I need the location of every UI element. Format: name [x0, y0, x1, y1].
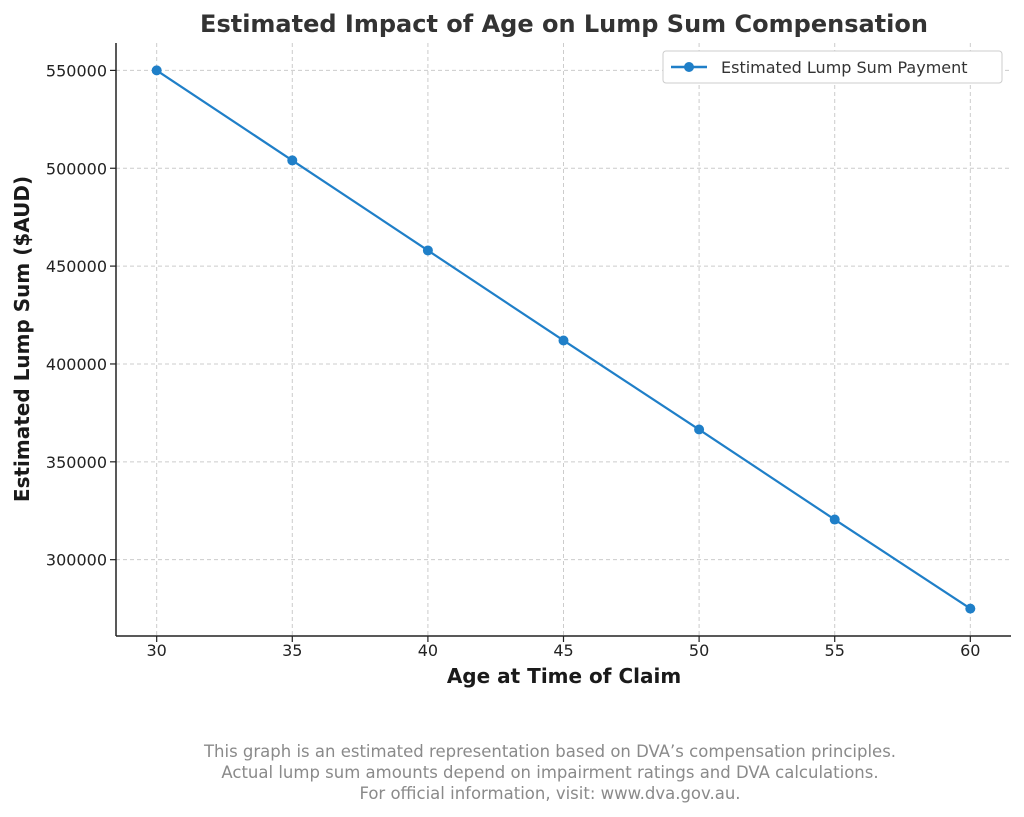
legend-label: Estimated Lump Sum Payment [721, 58, 968, 77]
legend: Estimated Lump Sum Payment [662, 50, 1003, 84]
y-tick-label: 400000 [46, 355, 107, 374]
y-axis-label: Estimated Lump Sum ($AUD) [10, 176, 34, 502]
y-axis-ticks: 300000 350000 400000 450000 500000 550000 [46, 61, 116, 570]
footnote-line-2: Actual lump sum amounts depend on impair… [221, 763, 879, 782]
y-tick-label: 550000 [46, 61, 107, 80]
data-point [287, 155, 298, 166]
legend-box [662, 50, 1003, 84]
data-point [422, 245, 433, 256]
x-tick-label: 55 [825, 641, 845, 660]
footnote-line-1: This graph is an estimated representatio… [203, 742, 897, 761]
y-tick-label: 350000 [46, 453, 107, 472]
data-point [965, 603, 976, 614]
x-tick-label: 35 [282, 641, 302, 660]
data-point [694, 424, 705, 435]
data-point [558, 335, 569, 346]
x-axis-ticks: 30 35 40 45 50 55 60 [147, 636, 980, 660]
footnote-line-3: For official information, visit: www.dva… [359, 784, 741, 803]
chart-title: Estimated Impact of Age on Lump Sum Comp… [200, 10, 928, 38]
y-tick-label: 300000 [46, 551, 107, 570]
legend-marker-swatch [684, 62, 694, 72]
x-tick-label: 40 [418, 641, 438, 660]
x-axis-label: Age at Time of Claim [447, 664, 681, 688]
x-tick-label: 45 [553, 641, 573, 660]
line-chart: Estimated Impact of Age on Lump Sum Comp… [10, 10, 1011, 688]
y-tick-label: 500000 [46, 159, 107, 178]
x-tick-label: 50 [689, 641, 709, 660]
x-tick-label: 30 [147, 641, 167, 660]
footnote: This graph is an estimated representatio… [0, 741, 1024, 804]
x-tick-label: 60 [960, 641, 980, 660]
data-series [151, 65, 976, 614]
data-point [829, 514, 840, 525]
data-point [151, 65, 162, 76]
y-tick-label: 450000 [46, 257, 107, 276]
